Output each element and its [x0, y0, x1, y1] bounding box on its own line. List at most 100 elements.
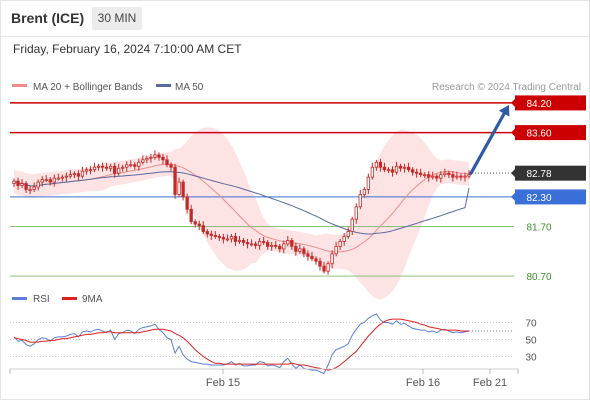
- candle: [100, 162, 105, 172]
- candle: [185, 193, 189, 214]
- candle-body: [282, 243, 286, 250]
- candle-body: [245, 242, 250, 245]
- candle: [270, 241, 274, 251]
- candle: [382, 162, 387, 173]
- candle: [16, 177, 20, 190]
- candle-body: [261, 241, 266, 243]
- candle: [447, 170, 451, 179]
- instrument-name: Brent (ICE): [11, 10, 85, 26]
- candle-body: [32, 186, 36, 190]
- candle-body: [48, 179, 52, 183]
- candle: [435, 173, 439, 182]
- candle-body: [467, 174, 471, 177]
- candle-body: [338, 241, 342, 247]
- candle: [76, 170, 81, 181]
- time-axis: Feb 15 Feb 16 Feb 21: [9, 368, 519, 389]
- candle-body: [141, 159, 145, 163]
- candle: [64, 172, 68, 182]
- candle: [84, 167, 89, 175]
- time-tick-label-1: Feb 16: [406, 377, 440, 389]
- candle-body: [310, 255, 314, 260]
- candle: [217, 234, 222, 241]
- price-legend: MA 20 + Bollinger Bands MA 50: [12, 82, 204, 93]
- candle: [56, 173, 60, 181]
- candle-body: [402, 166, 407, 169]
- candle-body: [205, 231, 209, 235]
- candle: [113, 162, 117, 178]
- candle-body: [358, 194, 362, 208]
- rsi-legend-swatch: [12, 297, 27, 300]
- candle: [129, 160, 133, 168]
- candle: [133, 162, 137, 170]
- candle: [463, 172, 467, 182]
- candle-body: [354, 206, 358, 220]
- candle-body: [378, 161, 383, 168]
- candle-body: [28, 189, 32, 191]
- level-label-81.70: 81.70: [526, 223, 551, 234]
- candle-body: [290, 240, 294, 247]
- candle: [338, 238, 342, 250]
- candle-body: [459, 175, 463, 178]
- candle-body: [177, 181, 181, 195]
- research-credit: Research © 2024 Trading Central: [432, 82, 581, 93]
- level-label-83.60: 83.60: [526, 129, 551, 140]
- level-label-84.20: 84.20: [526, 99, 551, 110]
- candle-body: [314, 258, 318, 262]
- candle-body: [36, 181, 40, 188]
- candle: [427, 171, 431, 182]
- candle: [298, 244, 302, 254]
- candle-body: [415, 171, 419, 174]
- level-tag-84.20: [515, 95, 586, 111]
- level-tag-82.78: [515, 165, 586, 181]
- candle-body: [217, 236, 222, 238]
- candle-body: [213, 235, 217, 237]
- level-tag-pointer-82.30: [511, 192, 515, 201]
- candle-body: [419, 172, 423, 176]
- level-label-82.30: 82.30: [526, 193, 551, 204]
- candle: [44, 175, 48, 183]
- candle: [12, 178, 16, 188]
- candle: [334, 241, 338, 257]
- candle: [253, 241, 258, 249]
- candle: [394, 161, 399, 175]
- candle-body: [455, 175, 459, 178]
- level-label-80.70: 80.70: [526, 272, 551, 283]
- candle: [330, 250, 334, 269]
- rsi-ma-legend-swatch: [62, 297, 77, 300]
- candle-body: [334, 245, 338, 255]
- bollinger-band-fill: [14, 127, 469, 300]
- candle-body: [370, 166, 375, 178]
- candle-body: [249, 243, 254, 246]
- candle: [290, 237, 294, 250]
- timestamp: Friday, February 16, 2024 7:10:00 AM CET: [13, 42, 242, 56]
- candle: [443, 168, 447, 178]
- candle: [229, 234, 234, 243]
- candle-body: [80, 170, 85, 177]
- candle: [193, 219, 197, 228]
- candle-body: [121, 166, 125, 169]
- candle: [96, 163, 101, 171]
- candle-body: [278, 245, 282, 250]
- candle: [92, 162, 97, 173]
- candle-body: [100, 165, 105, 168]
- candle: [467, 170, 471, 179]
- candle: [149, 153, 153, 163]
- candle: [177, 177, 181, 197]
- candle-body: [92, 166, 97, 171]
- candle: [80, 166, 85, 179]
- rsi-tick-50: 50: [525, 336, 537, 347]
- candle: [241, 237, 246, 246]
- candle: [410, 167, 415, 176]
- candle: [278, 243, 282, 253]
- candle-body: [108, 165, 113, 169]
- timeframe-button[interactable]: 30 MIN: [92, 7, 142, 30]
- candle: [318, 257, 322, 271]
- rsi-tick-70: 70: [525, 319, 537, 330]
- candle: [374, 159, 379, 171]
- candle: [20, 179, 24, 189]
- candle: [398, 163, 403, 172]
- candle-body: [185, 196, 189, 210]
- candle: [189, 204, 193, 225]
- candle-body: [374, 161, 379, 168]
